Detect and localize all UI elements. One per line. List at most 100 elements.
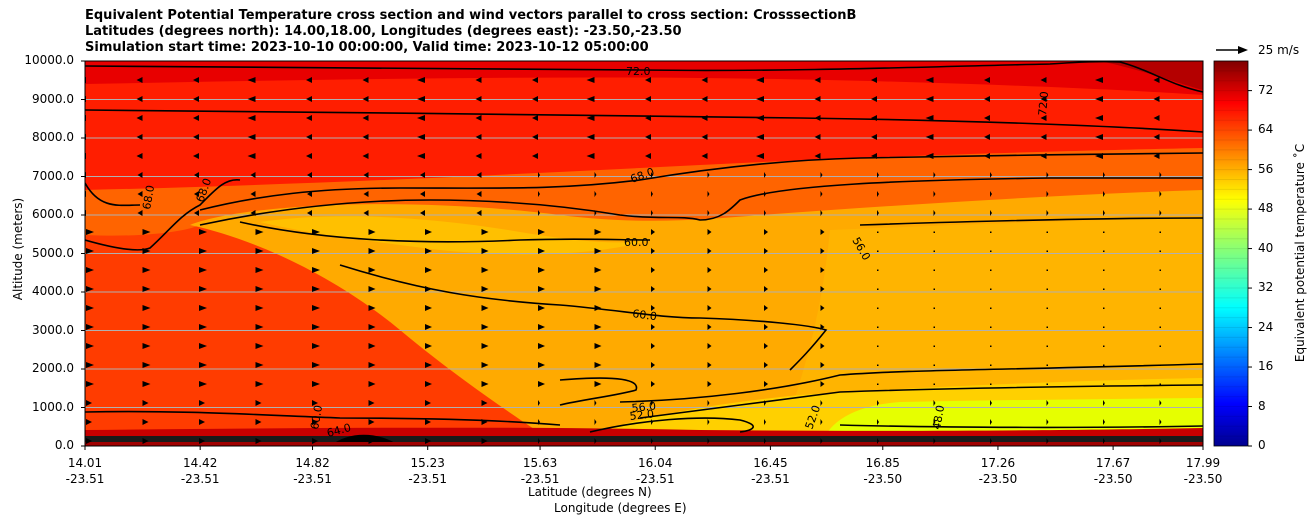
- wind-vector: [764, 248, 768, 254]
- wind-vector: [255, 229, 264, 235]
- wind-vector: [651, 305, 655, 311]
- wind-vector: [362, 96, 369, 102]
- wind-vector: [475, 77, 482, 83]
- y-gridlines: [85, 99, 1203, 408]
- wind-vector: [1103, 210, 1105, 216]
- wind-vector: [933, 210, 936, 216]
- wind-vector: [420, 191, 425, 197]
- wind-vector: [877, 400, 879, 406]
- wind-vector: [707, 210, 710, 216]
- wind-vector: [199, 343, 207, 349]
- wind-vector: [368, 419, 375, 425]
- wind-vector: [538, 191, 540, 197]
- wind-vector: [990, 231, 992, 233]
- wind-vector: [538, 229, 545, 235]
- wind-vector: [1095, 153, 1103, 159]
- contour-label: 48.0: [930, 404, 947, 430]
- wind-vector: [475, 115, 482, 121]
- wind-vector: [481, 286, 489, 292]
- wind-vector: [86, 267, 94, 273]
- wind-vector: [368, 248, 376, 254]
- wind-vector: [199, 400, 205, 406]
- wind-vector: [1103, 231, 1105, 233]
- wind-vector: [142, 343, 151, 349]
- wind-vector: [417, 115, 425, 121]
- wind-vector: [1046, 383, 1048, 385]
- contour-label: 60.0: [632, 307, 658, 323]
- wind-vector: [425, 229, 432, 235]
- wind-vector: [871, 77, 877, 83]
- wind-vector: [1046, 307, 1048, 309]
- colorbar-tick-label: 0: [1258, 438, 1266, 452]
- wind-vector: [1103, 364, 1105, 366]
- wind-vector: [1046, 191, 1049, 197]
- wind-vector: [984, 153, 990, 159]
- wind-vector: [984, 96, 990, 102]
- wind-vector: [1159, 231, 1161, 233]
- wind-vector: [425, 248, 432, 254]
- wind-vector: [481, 343, 489, 349]
- wind-vector: [820, 419, 823, 425]
- wind-vector: [877, 269, 879, 271]
- wind-vector: [707, 229, 712, 235]
- wind-vector: [701, 77, 708, 83]
- wind-vector: [368, 343, 376, 349]
- wind-vector: [764, 172, 766, 178]
- contour-label: 72.0: [1036, 91, 1051, 117]
- wind-vector: [420, 172, 425, 178]
- wind-vector: [820, 362, 825, 368]
- wind-vector: [1095, 134, 1103, 140]
- wind-vector: [701, 153, 708, 159]
- wind-vector: [990, 191, 992, 197]
- wind-vector: [820, 286, 825, 292]
- wind-vector: [1153, 96, 1160, 102]
- x-tick-marks: [84, 446, 1204, 450]
- wind-vector: [707, 400, 710, 406]
- wind-vector: [820, 343, 825, 349]
- wind-vector: [481, 324, 489, 330]
- y-tick-label: 5000.0: [32, 245, 74, 260]
- wind-vector: [1103, 438, 1105, 444]
- wind-vector: [142, 229, 151, 235]
- wind-vector: [820, 248, 825, 254]
- contour-label: 60.0: [308, 404, 325, 430]
- wind-vector: [877, 326, 879, 328]
- reference-vector-arrow: [1216, 46, 1248, 54]
- wind-vector: [1046, 364, 1048, 366]
- y-tick-label: 1000.0: [32, 399, 74, 414]
- wind-vector: [984, 134, 990, 140]
- wind-vector: [312, 400, 318, 406]
- wind-vector: [312, 438, 318, 444]
- wind-vector: [255, 419, 262, 425]
- wind-vector: [86, 438, 92, 444]
- x-tick-label: 17.26 -23.50: [978, 456, 1018, 486]
- wind-vector: [1159, 307, 1161, 309]
- wind-vector: [933, 400, 936, 406]
- wind-vector: [933, 345, 935, 347]
- wind-vector: [306, 77, 312, 83]
- wind-vector: [1046, 250, 1048, 252]
- wind-vector: [142, 324, 151, 330]
- wind-vector: [645, 153, 651, 159]
- wind-vector: [764, 324, 768, 330]
- wind-vector: [363, 191, 369, 197]
- wind-vector: [707, 305, 712, 311]
- wind-vector: [933, 326, 935, 328]
- wind-vector: [142, 400, 149, 406]
- wind-vector: [651, 324, 655, 330]
- wind-vector: [425, 343, 432, 349]
- colorbar: [1214, 61, 1248, 446]
- wind-vector: [425, 305, 432, 311]
- wind-vector: [707, 381, 712, 387]
- wind-vector: [86, 419, 92, 425]
- wind-vector: [933, 172, 936, 178]
- wind-vector: [425, 324, 432, 330]
- wind-vector: [368, 400, 375, 406]
- wind-vector: [820, 191, 823, 197]
- wind-vector: [142, 248, 151, 254]
- wind-vector: [532, 153, 538, 159]
- y-tick-label: 3000.0: [32, 322, 74, 337]
- wind-vector: [193, 77, 199, 83]
- wind-vector: [594, 210, 597, 216]
- wind-vector: [933, 438, 936, 444]
